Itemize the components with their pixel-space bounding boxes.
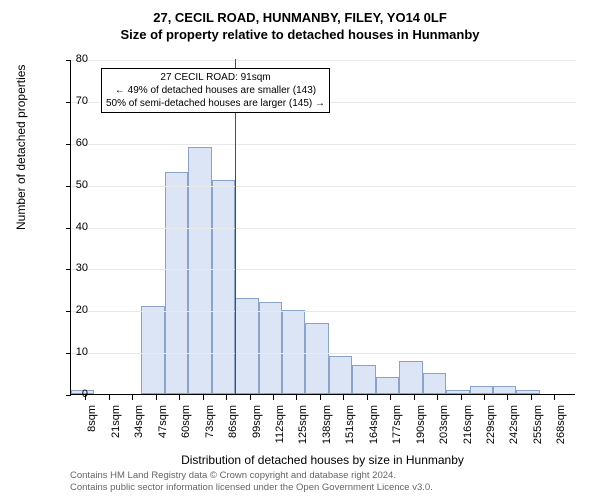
annotation-line: ← 49% of detached houses are smaller (14… bbox=[106, 84, 325, 97]
xtick-label: 216sqm bbox=[462, 405, 474, 455]
xtick-label: 8sqm bbox=[86, 405, 98, 455]
xtick-mark bbox=[437, 395, 438, 400]
ytick-label: 70 bbox=[58, 95, 88, 107]
ytick-label: 0 bbox=[58, 388, 88, 400]
ytick-label: 80 bbox=[58, 53, 88, 65]
xtick-label: 73sqm bbox=[204, 405, 216, 455]
bar bbox=[470, 386, 493, 394]
gridline-h bbox=[71, 353, 576, 354]
bar bbox=[376, 377, 399, 394]
gridline-h bbox=[71, 269, 576, 270]
xtick-label: 60sqm bbox=[180, 405, 192, 455]
annotation-box: 27 CECIL ROAD: 91sqm← 49% of detached ho… bbox=[101, 68, 330, 113]
xtick-mark bbox=[320, 395, 321, 400]
xtick-mark bbox=[132, 395, 133, 400]
xtick-label: 229sqm bbox=[485, 405, 497, 455]
bar bbox=[141, 306, 164, 394]
bar bbox=[188, 147, 211, 394]
xtick-mark bbox=[554, 395, 555, 400]
attribution-line1: Contains HM Land Registry data © Crown c… bbox=[70, 470, 433, 482]
xtick-mark bbox=[414, 395, 415, 400]
xtick-label: 21sqm bbox=[110, 405, 122, 455]
xtick-label: 255sqm bbox=[532, 405, 544, 455]
xtick-label: 164sqm bbox=[368, 405, 380, 455]
xtick-mark bbox=[390, 395, 391, 400]
xtick-mark bbox=[367, 395, 368, 400]
bar bbox=[305, 323, 328, 394]
xtick-mark bbox=[461, 395, 462, 400]
ytick-label: 50 bbox=[58, 179, 88, 191]
ytick-label: 10 bbox=[58, 346, 88, 358]
bar bbox=[399, 361, 422, 395]
xtick-label: 177sqm bbox=[391, 405, 403, 455]
plot-region: 27 CECIL ROAD: 91sqm← 49% of detached ho… bbox=[70, 60, 575, 395]
gridline-h bbox=[71, 60, 576, 61]
xtick-label: 86sqm bbox=[227, 405, 239, 455]
xtick-mark bbox=[203, 395, 204, 400]
chart-title-main: 27, CECIL ROAD, HUNMANBY, FILEY, YO14 0L… bbox=[0, 0, 600, 25]
xtick-mark bbox=[507, 395, 508, 400]
annotation-line: 50% of semi-detached houses are larger (… bbox=[106, 97, 325, 110]
xtick-label: 47sqm bbox=[157, 405, 169, 455]
xtick-mark bbox=[273, 395, 274, 400]
xtick-mark bbox=[296, 395, 297, 400]
ytick-label: 30 bbox=[58, 262, 88, 274]
xtick-label: 138sqm bbox=[321, 405, 333, 455]
xtick-label: 112sqm bbox=[274, 405, 286, 455]
xtick-label: 34sqm bbox=[133, 405, 145, 455]
xtick-mark bbox=[343, 395, 344, 400]
xtick-mark bbox=[156, 395, 157, 400]
attribution-text: Contains HM Land Registry data © Crown c… bbox=[70, 470, 433, 494]
y-axis-label: Number of detached properties bbox=[14, 65, 28, 230]
xtick-label: 242sqm bbox=[508, 405, 520, 455]
xtick-label: 268sqm bbox=[555, 405, 567, 455]
chart-area: 27 CECIL ROAD: 91sqm← 49% of detached ho… bbox=[70, 60, 575, 395]
xtick-mark bbox=[484, 395, 485, 400]
bar bbox=[446, 390, 469, 394]
bar bbox=[259, 302, 282, 394]
xtick-mark bbox=[250, 395, 251, 400]
bar bbox=[329, 356, 352, 394]
xtick-label: 203sqm bbox=[438, 405, 450, 455]
bar bbox=[493, 386, 516, 394]
ytick-label: 20 bbox=[58, 304, 88, 316]
attribution-line2: Contains public sector information licen… bbox=[70, 482, 433, 494]
bar bbox=[352, 365, 375, 394]
xtick-mark bbox=[179, 395, 180, 400]
ytick-label: 40 bbox=[58, 221, 88, 233]
chart-container: 27, CECIL ROAD, HUNMANBY, FILEY, YO14 0L… bbox=[0, 0, 600, 500]
xtick-label: 151sqm bbox=[344, 405, 356, 455]
x-axis-label: Distribution of detached houses by size … bbox=[70, 453, 575, 467]
annotation-line: 27 CECIL ROAD: 91sqm bbox=[106, 71, 325, 84]
gridline-h bbox=[71, 228, 576, 229]
ytick-label: 60 bbox=[58, 137, 88, 149]
bar bbox=[516, 390, 539, 394]
bar bbox=[423, 373, 446, 394]
chart-title-sub: Size of property relative to detached ho… bbox=[0, 25, 600, 42]
xtick-label: 99sqm bbox=[251, 405, 263, 455]
xtick-mark bbox=[226, 395, 227, 400]
gridline-h bbox=[71, 144, 576, 145]
xtick-label: 125sqm bbox=[297, 405, 309, 455]
xtick-mark bbox=[531, 395, 532, 400]
bar bbox=[165, 172, 188, 394]
gridline-h bbox=[71, 186, 576, 187]
xtick-label: 190sqm bbox=[415, 405, 427, 455]
gridline-h bbox=[71, 311, 576, 312]
bar bbox=[212, 180, 235, 394]
xtick-mark bbox=[109, 395, 110, 400]
bar bbox=[282, 310, 305, 394]
